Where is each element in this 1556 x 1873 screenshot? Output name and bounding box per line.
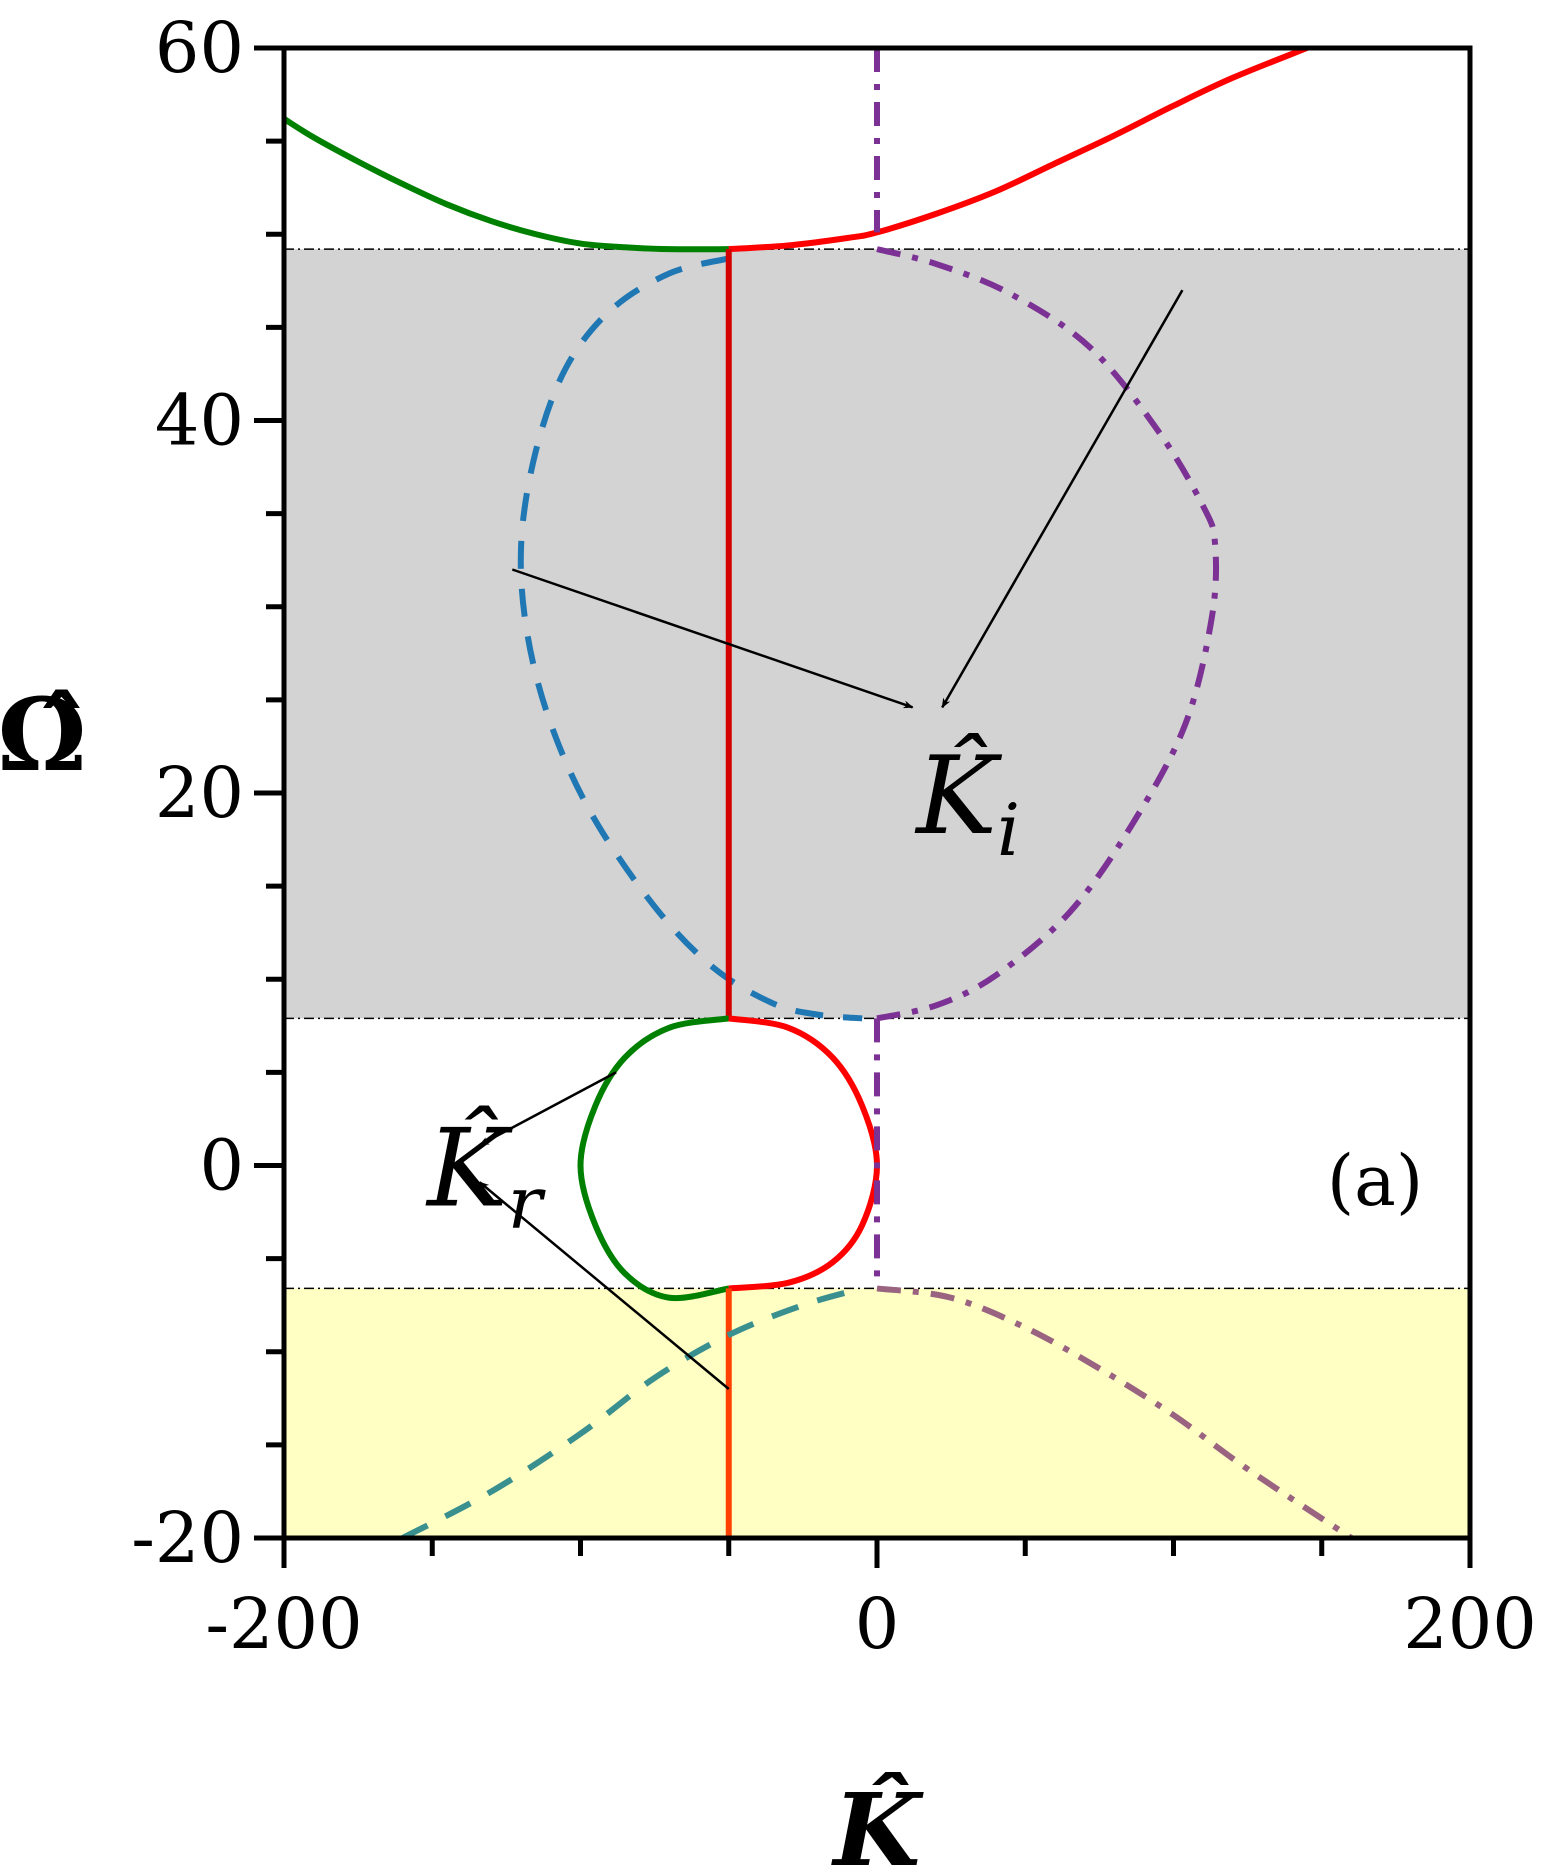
series-line-1 bbox=[728, 48, 1309, 253]
series-line-4 bbox=[876, 246, 1220, 1022]
x-tick-label-0: -200 bbox=[205, 1583, 362, 1665]
band-1 bbox=[284, 1288, 1470, 1538]
x-tick-label-2: 200 bbox=[1403, 1583, 1537, 1665]
annotation-label-1: K̂r bbox=[425, 1105, 546, 1245]
y-tick-label-4: 60 bbox=[155, 7, 244, 89]
series-line-0 bbox=[284, 116, 729, 253]
band-edge-lines bbox=[284, 248, 1470, 1290]
axes-layer bbox=[254, 45, 1473, 1568]
series-line-6 bbox=[577, 1015, 730, 1302]
series-layer bbox=[284, 48, 1354, 1538]
annotation-arrow-0-1 bbox=[941, 289, 1184, 709]
annotation-subscript-1: r bbox=[508, 1161, 546, 1245]
series-line-10 bbox=[401, 1285, 863, 1538]
annotation-subscript-0: i bbox=[997, 788, 1020, 872]
y-tick-label-1: 0 bbox=[199, 1125, 244, 1207]
x-tick-label-1: 0 bbox=[855, 1583, 900, 1665]
band-0 bbox=[284, 249, 1470, 1019]
annotation-arrow-1-0 bbox=[478, 1071, 617, 1147]
x-axis-title: K̂ bbox=[831, 1771, 925, 1873]
panel-label: (a) bbox=[1327, 1140, 1423, 1222]
y-tick-label-2: 20 bbox=[155, 752, 244, 834]
y-tick-label-3: 40 bbox=[155, 380, 244, 462]
axis-titles-layer: K̂ Ω̂ (a) bbox=[0, 676, 1423, 1873]
annotation-arrow-0-0 bbox=[511, 568, 914, 709]
series-line-11 bbox=[876, 1285, 1354, 1538]
y-tick-label-0: -20 bbox=[131, 1497, 244, 1579]
series-line-3 bbox=[517, 255, 863, 1022]
annotation-arrow-1-1 bbox=[478, 1181, 730, 1390]
series-line-7 bbox=[728, 1015, 881, 1292]
shaded-bands bbox=[284, 249, 1470, 1538]
y-axis-title: Ω̂ bbox=[0, 676, 87, 794]
